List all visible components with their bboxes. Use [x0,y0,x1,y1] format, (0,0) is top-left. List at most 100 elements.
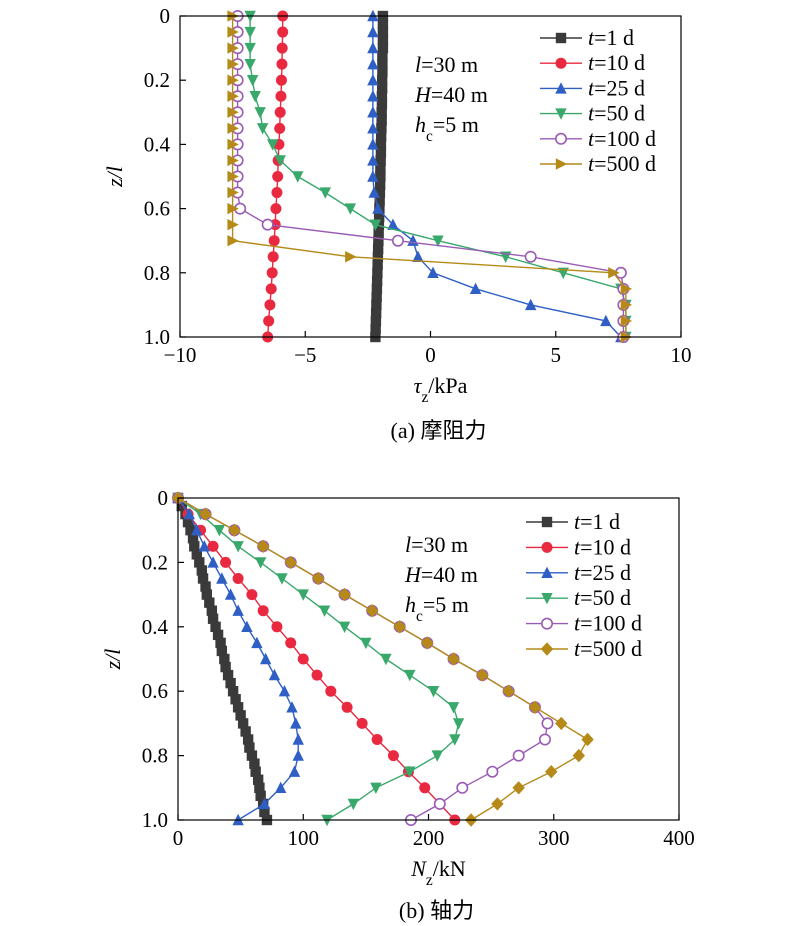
legend-marker [540,642,554,656]
series-t-100-d [172,491,554,826]
data-point [512,781,525,795]
data-point [297,589,309,601]
data-point [377,42,389,54]
data-point [620,283,633,295]
data-point [267,251,279,263]
legend-marker [541,541,553,553]
data-point [222,669,234,681]
data-point [197,573,209,584]
data-point [268,668,281,681]
data-point [276,58,288,70]
data-point [377,34,389,46]
data-point [176,500,187,512]
series-t-1-d [172,492,273,826]
data-point [290,717,302,729]
data-point [256,123,269,135]
legend-entry: t=10 d [526,534,631,559]
x-tick-label: 100 [288,826,320,850]
data-point [375,163,386,174]
data-point [486,765,499,778]
data-point [227,106,239,118]
x-tick-label: 0 [173,826,184,850]
data-point [286,701,298,713]
legend-label: t=100 d [588,126,656,151]
data-point [187,533,199,544]
data-point [319,187,331,199]
series-t-10-d [262,10,289,343]
legend-entry: t=100 d [540,126,656,151]
legend-marker [554,132,567,145]
y-tick-label: 0.2 [142,550,168,574]
series-t-1-d [370,10,389,343]
legend-label: t=1 d [588,25,634,50]
y-tick-label: 0.8 [142,744,168,768]
data-point [431,750,443,762]
data-point [288,765,301,777]
data-point [374,179,386,190]
data-point [277,26,289,38]
data-point [182,516,194,528]
data-point [254,782,265,793]
legend-marker [540,617,553,630]
legend-entry: t=100 d [526,611,642,636]
data-point [367,41,379,54]
legend-label: t=500 d [588,151,656,176]
data-point [274,122,286,134]
data-point [376,107,387,118]
x-tick-label: 0 [425,343,436,367]
data-point [338,587,351,602]
data-point [244,58,256,71]
data-point [274,155,286,167]
data-point [220,556,232,568]
data-point [369,219,382,231]
data-point [292,733,304,745]
data-point [215,637,226,649]
data-point [235,710,246,721]
data-point [372,243,384,254]
legend-marker [541,566,553,578]
legend-marker [541,593,553,605]
data-point [278,685,291,697]
data-point [370,307,382,319]
data-point [407,234,419,246]
data-point [371,283,383,295]
data-point [189,541,200,552]
data-point [367,74,379,86]
data-point [387,218,399,230]
legend-label: t=10 d [574,534,631,559]
data-point [367,90,379,102]
data-point [227,186,239,199]
series-t-500-d [171,491,594,827]
legend-label: t=25 d [574,560,631,585]
data-point [427,266,439,278]
data-point [256,539,270,553]
data-point [249,91,261,103]
data-point [367,122,379,134]
legend-entry: t=500 d [540,151,656,176]
x-tick-label: 5 [551,343,562,367]
data-point [212,629,224,641]
data-point [227,74,239,86]
data-point [372,267,383,278]
data-point [183,507,195,520]
data-point [370,323,381,335]
data-point [227,138,239,151]
data-point [447,702,460,714]
data-point [476,668,489,682]
data-point [370,315,382,327]
data-point [469,282,482,295]
data-point [191,549,202,560]
x-tick-label: 10 [671,343,692,367]
data-point [376,115,387,126]
data-point [210,621,221,632]
data-point [255,790,266,802]
data-point [244,742,255,753]
data-point [271,187,283,199]
data-point [608,267,620,279]
data-point [375,139,387,150]
data-point [376,99,388,110]
data-point [380,653,392,666]
y-tick-label: 0.6 [144,197,170,221]
